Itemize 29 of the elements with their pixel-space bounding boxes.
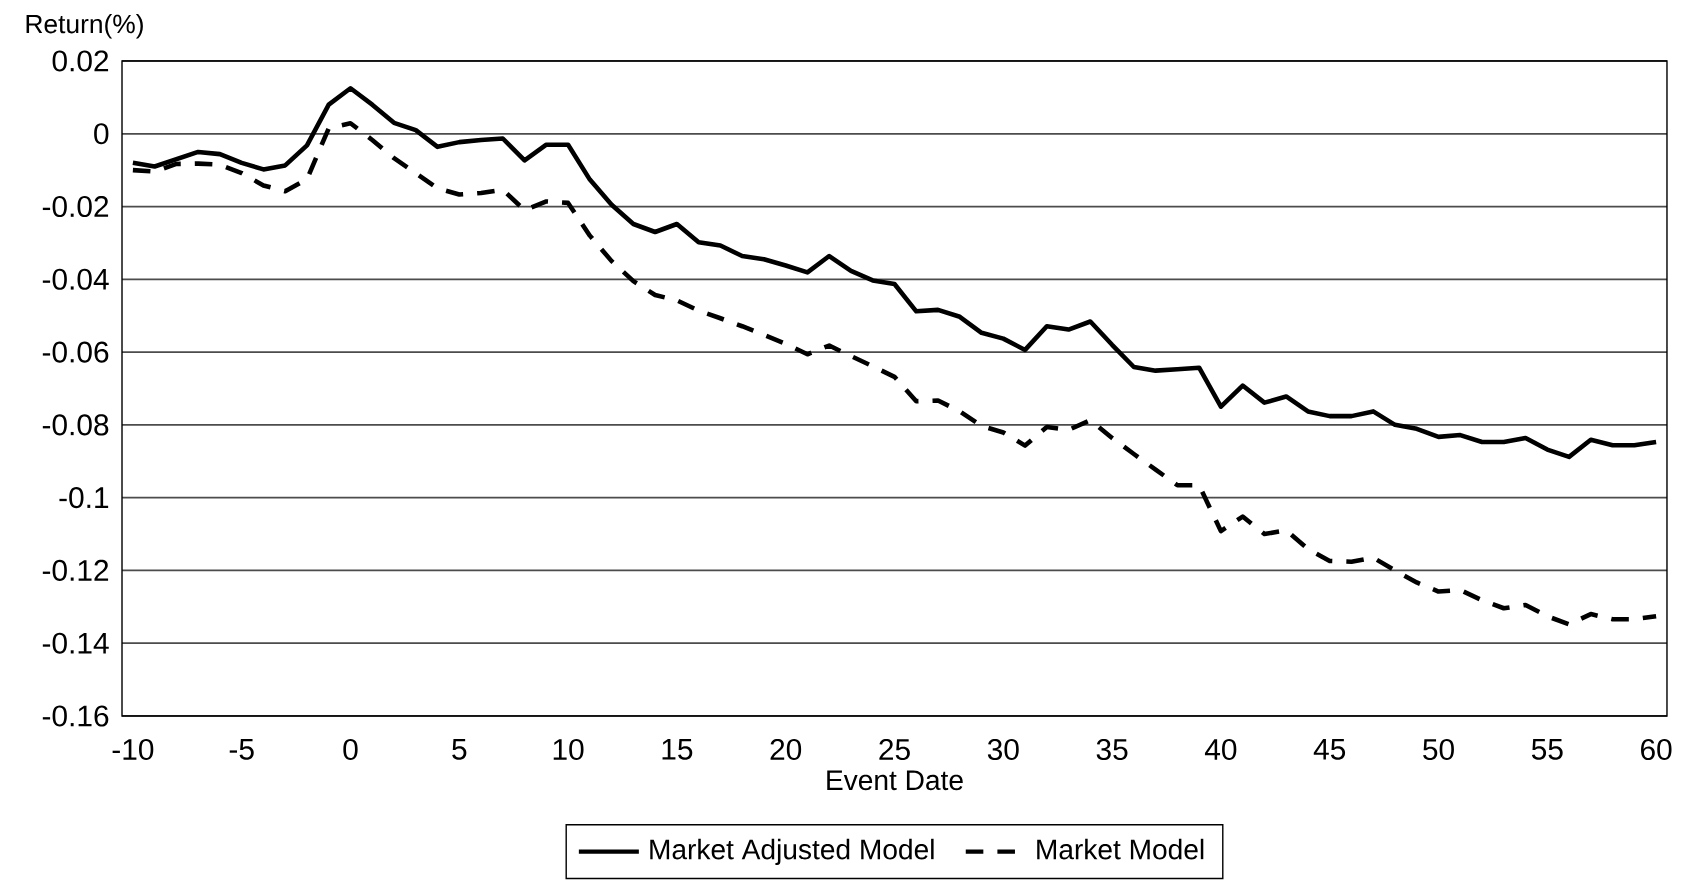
x-tick-label: 0 (343, 738, 358, 761)
y-axis-title: Return(%) (26, 14, 143, 39)
legend-label: Market Adjusted Model (650, 838, 934, 866)
x-tick-label: -10 (112, 738, 154, 761)
y-tick-label: 0 (94, 123, 109, 145)
x-tick-label: 25 (879, 738, 910, 761)
x-tick-label: 15 (662, 738, 693, 760)
y-tick-label: -0.1 (59, 487, 109, 509)
x-axis-title: Event Date (827, 770, 963, 791)
y-tick-label: -0.12 (42, 559, 109, 581)
y-tick-label: -0.02 (42, 196, 109, 218)
x-tick-label: 50 (1423, 738, 1454, 761)
y-tick-label: -0.06 (42, 341, 109, 363)
x-tick-label: 35 (1096, 738, 1128, 761)
y-tick-label: -0.14 (42, 632, 109, 654)
x-tick-label: 10 (553, 738, 584, 761)
x-tick-label: 5 (452, 738, 467, 760)
y-tick-label: -0.08 (42, 414, 109, 436)
x-tick-label: 60 (1641, 738, 1672, 761)
y-tick-label: -0.16 (42, 705, 109, 727)
x-tick-label: 20 (770, 738, 802, 761)
y-tick-label: -0.04 (42, 268, 109, 290)
x-tick-label: 40 (1204, 738, 1237, 761)
x-tick-label: 30 (987, 738, 1019, 761)
x-tick-label: 45 (1313, 738, 1346, 760)
legend-label: Market Model (1037, 838, 1204, 860)
x-tick-label: 55 (1531, 738, 1563, 760)
y-tick-label: 0.02 (52, 50, 109, 72)
x-tick-label: -5 (229, 738, 254, 760)
